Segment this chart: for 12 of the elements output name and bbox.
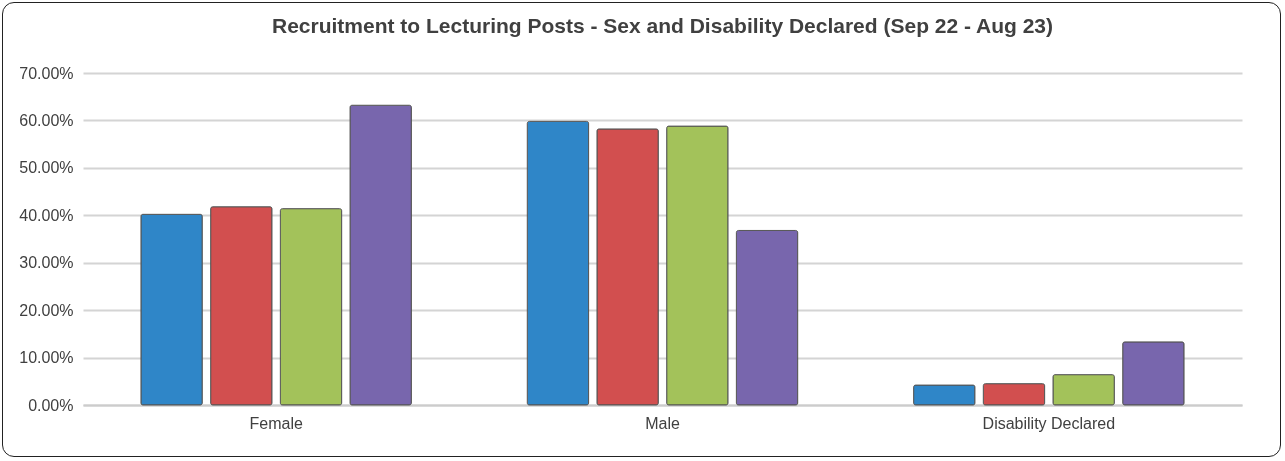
y-tick-label: 0.00% <box>28 396 74 414</box>
chart-title: Recruitment to Lecturing Posts - Sex and Disability Declared (Sep 22 - Aug 23) <box>271 14 1054 37</box>
y-tick-label: 20.00% <box>19 301 74 319</box>
x-tick-label: Female <box>249 414 303 432</box>
y-tick-label: 10.00% <box>19 349 74 367</box>
x-tick-label: Male <box>645 414 680 432</box>
y-tick-label: 60.00% <box>19 111 74 129</box>
y-tick-label: 50.00% <box>19 159 74 177</box>
y-tick-label: 30.00% <box>19 254 74 272</box>
y-tick-label: 70.00% <box>19 64 74 82</box>
y-tick-label: 40.00% <box>19 206 74 224</box>
x-tick-label: Disability Declared <box>982 414 1116 432</box>
